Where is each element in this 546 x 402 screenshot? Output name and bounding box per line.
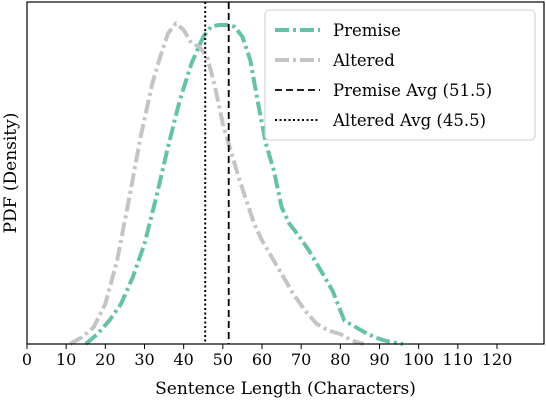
x-axis-ticks: 0 10 20 30 40 50 60 70 80 90 100 110 120 (22, 344, 512, 369)
legend: Premise Altered Premise Avg (51.5) Altered … (264, 9, 536, 141)
x-tick-label: 70 (291, 350, 311, 369)
legend-label: Premise (333, 21, 401, 40)
x-tick-label: 40 (173, 350, 193, 369)
x-tick-label: 0 (22, 350, 32, 369)
series-line-altered (69, 21, 365, 346)
x-tick-label: 110 (443, 350, 474, 369)
x-tick-label: 60 (252, 350, 272, 369)
axes-frame (26, 1, 545, 345)
legend-label: Altered (332, 51, 395, 70)
plot-area (69, 2, 404, 346)
x-tick-label: 50 (213, 350, 233, 369)
x-tick-label: 80 (330, 350, 350, 369)
x-tick-label: 20 (95, 350, 115, 369)
legend-label: Premise Avg (51.5) (333, 81, 492, 100)
x-tick-label: 90 (369, 350, 389, 369)
x-tick-label: 120 (482, 350, 513, 369)
x-axis-label: Sentence Length (Characters) (155, 379, 416, 399)
legend-box (264, 9, 536, 141)
x-tick-label: 100 (403, 350, 434, 369)
y-axis-label: PDF (Density) (1, 113, 21, 234)
legend-label: Altered Avg (45.5) (332, 111, 486, 130)
x-tick-label: 10 (56, 350, 76, 369)
series-line-premise (84, 23, 404, 346)
x-tick-label: 30 (134, 350, 154, 369)
